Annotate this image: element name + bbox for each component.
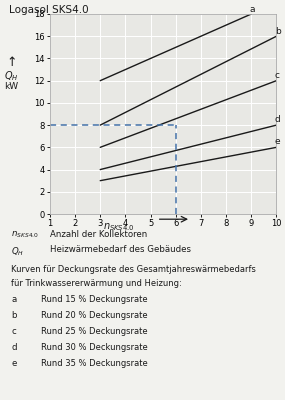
Text: d: d [11,343,17,352]
Text: Rund 25 % Deckungsrate: Rund 25 % Deckungsrate [41,327,148,336]
Text: a: a [11,295,17,304]
Text: c: c [275,72,280,80]
Text: Rund 35 % Deckungsrate: Rund 35 % Deckungsrate [41,359,148,368]
Text: Heizwärmebedarf des Gebäudes: Heizwärmebedarf des Gebäudes [50,245,191,254]
Text: e: e [11,359,17,368]
Text: b: b [11,311,17,320]
Text: d: d [275,115,280,124]
Text: Rund 15 % Deckungsrate: Rund 15 % Deckungsrate [41,295,148,304]
Text: a: a [249,5,255,14]
Text: e: e [275,137,280,146]
Text: $Q_H$: $Q_H$ [11,245,25,258]
Text: c: c [11,327,16,336]
Text: kW: kW [4,82,19,91]
Text: b: b [275,28,280,36]
Text: ↑: ↑ [6,56,17,68]
Text: Rund 20 % Deckungsrate: Rund 20 % Deckungsrate [41,311,148,320]
Text: $Q_H$: $Q_H$ [4,69,19,83]
Text: Anzahl der Kollektoren: Anzahl der Kollektoren [50,230,147,239]
Text: für Trinkwassererwärmung und Heizung:: für Trinkwassererwärmung und Heizung: [11,279,182,288]
Text: $n_{SKS4.0}$: $n_{SKS4.0}$ [103,221,134,232]
Text: Logasol SKS4.0: Logasol SKS4.0 [9,5,88,15]
Text: Kurven für Deckungsrate des Gesamtjahreswärmebedarfs: Kurven für Deckungsrate des Gesamtjahres… [11,265,256,274]
Text: $n_{SKS4.0}$: $n_{SKS4.0}$ [11,230,40,240]
Text: Rund 30 % Deckungsrate: Rund 30 % Deckungsrate [41,343,148,352]
